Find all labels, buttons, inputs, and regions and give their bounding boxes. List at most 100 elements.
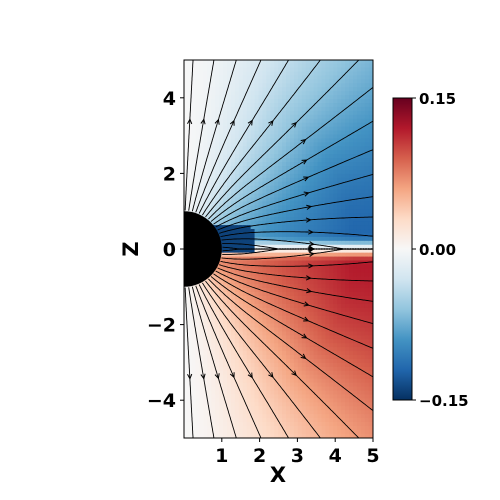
field-cell [353, 335, 358, 340]
field-cell [270, 91, 275, 96]
field-cell [211, 177, 216, 183]
field-cell [227, 418, 232, 423]
field-cell [353, 272, 358, 277]
field-cell [227, 158, 232, 163]
field-cell [368, 229, 373, 234]
field-cell [293, 339, 299, 344]
field-cell [333, 421, 338, 427]
field-cell [317, 292, 323, 297]
field-cell [282, 236, 287, 242]
field-cell [290, 394, 295, 399]
field-cell [254, 130, 260, 136]
field-cell [274, 295, 279, 301]
field-cell [333, 429, 338, 435]
field-cell [258, 331, 264, 336]
field-cell [258, 418, 264, 423]
field-cell [333, 197, 338, 203]
field-cell [242, 217, 248, 222]
field-cell [203, 307, 208, 313]
field-cell [360, 205, 366, 210]
field-cell [337, 63, 342, 69]
field-cell [207, 154, 212, 159]
field-cell [199, 79, 204, 84]
field-cell [187, 189, 193, 195]
field-cell [246, 355, 252, 360]
field-cell [368, 303, 373, 309]
field-cell [341, 421, 346, 427]
field-cell [195, 83, 201, 88]
field-cell [364, 358, 370, 364]
field-cell [325, 118, 330, 124]
field-cell [305, 307, 311, 313]
field-cell [309, 295, 315, 301]
field-cell [215, 87, 220, 92]
field-cell [262, 110, 267, 116]
field-cell [250, 264, 256, 269]
field-cell [262, 91, 267, 96]
field-cell [254, 386, 260, 392]
field-cell [211, 213, 216, 218]
field-cell [184, 347, 189, 352]
field-cell [293, 311, 299, 317]
field-cell [199, 181, 204, 187]
field-cell [313, 370, 319, 376]
field-cell [313, 236, 319, 242]
field-cell [211, 323, 216, 329]
field-cell [349, 366, 354, 372]
field-cell [254, 378, 260, 384]
field-cell [262, 106, 267, 112]
field-cell [278, 118, 283, 124]
field-cell [341, 358, 346, 364]
field-cell [356, 386, 362, 392]
field-cell [274, 256, 279, 262]
field-cell [234, 205, 240, 210]
field-cell [341, 351, 346, 356]
field-cell [254, 240, 260, 246]
field-cell [290, 201, 295, 206]
field-cell [345, 103, 350, 108]
field-cell [364, 382, 370, 388]
field-cell [227, 122, 232, 128]
field-cell [297, 280, 303, 285]
field-cell [262, 264, 267, 269]
field-cell [325, 410, 330, 415]
field-cell [278, 425, 283, 431]
field-cell [325, 221, 330, 226]
streamline [198, 60, 290, 214]
field-cell [203, 173, 208, 179]
field-cell [230, 378, 236, 384]
field-cell [360, 276, 366, 281]
field-cell [282, 362, 287, 368]
field-cell [278, 217, 283, 222]
field-cell [317, 311, 323, 317]
field-cell [345, 280, 350, 285]
field-cell [270, 150, 275, 155]
field-cell [270, 319, 275, 325]
field-cell [215, 351, 220, 356]
field-cell [317, 410, 323, 415]
field-cell [199, 154, 204, 159]
field-cell [325, 177, 330, 183]
field-cell [353, 130, 358, 136]
field-cell [290, 307, 295, 313]
field-cell [282, 252, 287, 258]
field-cell [219, 173, 224, 179]
field-cell [297, 134, 303, 140]
field-cell [290, 421, 295, 427]
field-cell [356, 315, 362, 321]
field-cell [349, 150, 354, 155]
field-cell [309, 331, 315, 336]
field-cell [353, 87, 358, 92]
field-cell [215, 418, 220, 423]
field-cell [199, 292, 204, 297]
field-cell [238, 421, 244, 427]
field-cell [349, 138, 354, 143]
field-cell [211, 83, 216, 88]
field-cell [368, 268, 373, 273]
field-cell [215, 390, 220, 395]
field-cell [278, 323, 283, 329]
field-cell [337, 260, 342, 266]
field-cell [207, 323, 212, 329]
field-cell [353, 288, 358, 293]
field-cell [345, 63, 350, 69]
